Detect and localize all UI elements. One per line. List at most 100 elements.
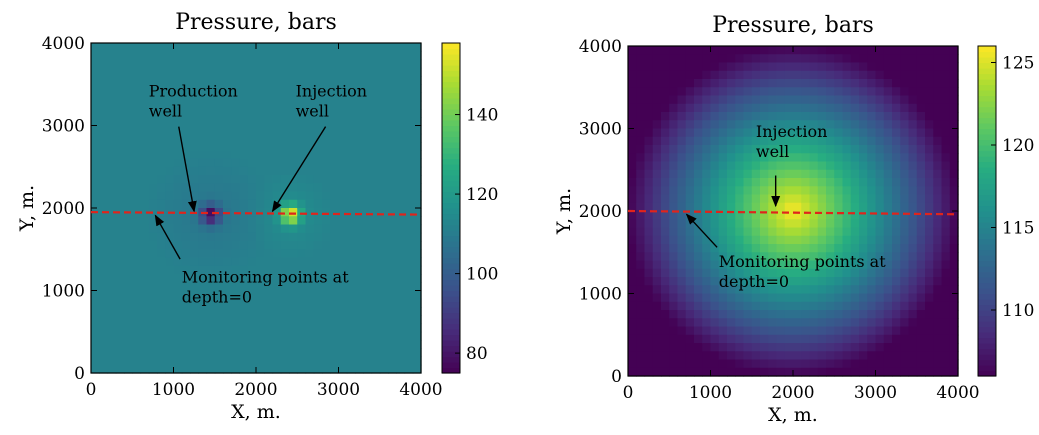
- heatmap-cell: [677, 120, 687, 130]
- heatmap-cell: [743, 277, 753, 286]
- heatmap-cell: [883, 103, 893, 113]
- heatmap-cell: [157, 232, 166, 242]
- heatmap-cell: [842, 293, 852, 303]
- heatmap-cell: [826, 186, 835, 196]
- heatmap-cell: [239, 158, 249, 168]
- heatmap-cell: [669, 310, 679, 319]
- heatmap-cell: [669, 87, 679, 97]
- heatmap-cell: [148, 51, 158, 61]
- heatmap-cell: [239, 364, 249, 374]
- heatmap-cell: [173, 224, 183, 234]
- heatmap-cell: [355, 142, 364, 151]
- heatmap-cell: [727, 293, 736, 303]
- heatmap-cell: [727, 54, 736, 64]
- heatmap-cell: [916, 145, 926, 154]
- heatmap-cell: [107, 175, 117, 184]
- heatmap-cell: [124, 84, 133, 94]
- heatmap-cell: [892, 367, 901, 377]
- heatmap-cell: [834, 235, 844, 245]
- heatmap-cell: [760, 252, 769, 262]
- heatmap-cell: [404, 323, 414, 333]
- heatmap-cell: [784, 293, 794, 303]
- annotation-line: Production: [149, 82, 238, 101]
- heatmap-cell: [363, 92, 373, 102]
- heatmap-cell: [239, 208, 249, 217]
- heatmap-cell: [834, 227, 844, 237]
- heatmap-cell: [776, 153, 786, 163]
- heatmap-cell: [883, 227, 893, 237]
- heatmap-cell: [850, 46, 860, 55]
- heatmap-cell: [289, 166, 298, 176]
- heatmap-cell: [148, 307, 158, 316]
- heatmap-cell: [346, 76, 356, 85]
- heatmap-cell: [677, 79, 687, 88]
- heatmap-cell: [173, 76, 183, 85]
- heatmap-cell: [628, 334, 637, 344]
- heatmap-cell: [247, 125, 257, 135]
- heatmap-cell: [751, 62, 761, 72]
- heatmap-cell: [124, 51, 133, 61]
- heatmap-cell: [685, 244, 695, 253]
- heatmap-cell: [826, 54, 835, 64]
- heatmap-cell: [892, 103, 901, 113]
- heatmap-cell: [272, 166, 282, 176]
- heatmap-cell: [916, 252, 926, 262]
- heatmap-cell: [809, 153, 819, 163]
- heatmap-cell: [346, 331, 356, 341]
- heatmap-cell: [694, 326, 703, 336]
- heatmap-cell: [132, 298, 142, 308]
- heatmap-cell: [388, 133, 397, 143]
- heatmap-cell: [379, 348, 389, 358]
- heatmap-cell: [99, 232, 109, 242]
- heatmap-cell: [735, 310, 745, 319]
- heatmap-cell: [727, 178, 736, 187]
- heatmap-cell: [107, 249, 117, 259]
- heatmap-cell: [379, 340, 389, 349]
- heatmap-cell: [842, 112, 852, 121]
- heatmap-cell: [322, 216, 331, 226]
- heatmap-cell: [148, 109, 158, 118]
- heatmap-cell: [776, 62, 786, 72]
- heatmap-cell: [908, 235, 918, 245]
- heatmap-cell: [867, 87, 877, 97]
- heatmap-cell: [206, 298, 216, 308]
- heatmap-cell: [272, 356, 282, 366]
- heatmap-cell: [817, 153, 827, 163]
- heatmap-cell: [817, 277, 827, 286]
- heatmap-cell: [661, 112, 670, 121]
- heatmap-cell: [198, 43, 208, 52]
- heatmap-cell: [173, 298, 183, 308]
- heatmap-cell: [346, 175, 356, 184]
- heatmap-cell: [99, 340, 109, 349]
- heatmap-cell: [371, 208, 381, 217]
- heatmap-cell: [949, 128, 959, 138]
- heatmap-cell: [388, 51, 397, 61]
- heatmap-cell: [412, 117, 422, 127]
- heatmap-cell: [173, 340, 183, 349]
- heatmap-cell: [280, 224, 290, 234]
- heatmap-cell: [388, 158, 397, 168]
- heatmap-cell: [107, 51, 117, 61]
- heatmap-cell: [297, 340, 307, 349]
- heatmap-cell: [652, 219, 662, 229]
- heatmap-cell: [925, 62, 934, 72]
- heatmap-cell: [834, 95, 844, 105]
- heatmap-cell: [892, 277, 901, 286]
- heatmap-cell: [214, 232, 224, 242]
- heatmap-cell: [140, 43, 150, 52]
- colorbar-band: [978, 101, 996, 108]
- heatmap-cell: [173, 158, 183, 168]
- heatmap-cell: [652, 235, 662, 245]
- heatmap-cell: [338, 43, 348, 52]
- heatmap-cell: [826, 161, 835, 171]
- heatmap-cell: [157, 348, 166, 358]
- heatmap-cell: [694, 194, 703, 204]
- chart-title: Pressure, bars: [712, 13, 874, 38]
- heatmap-cell: [297, 183, 307, 193]
- heatmap-cell: [801, 202, 811, 212]
- heatmap-cell: [396, 51, 406, 61]
- colorbar-band: [442, 175, 460, 182]
- heatmap-cell: [652, 153, 662, 163]
- heatmap-cell: [247, 249, 257, 259]
- heatmap-cell: [404, 298, 414, 308]
